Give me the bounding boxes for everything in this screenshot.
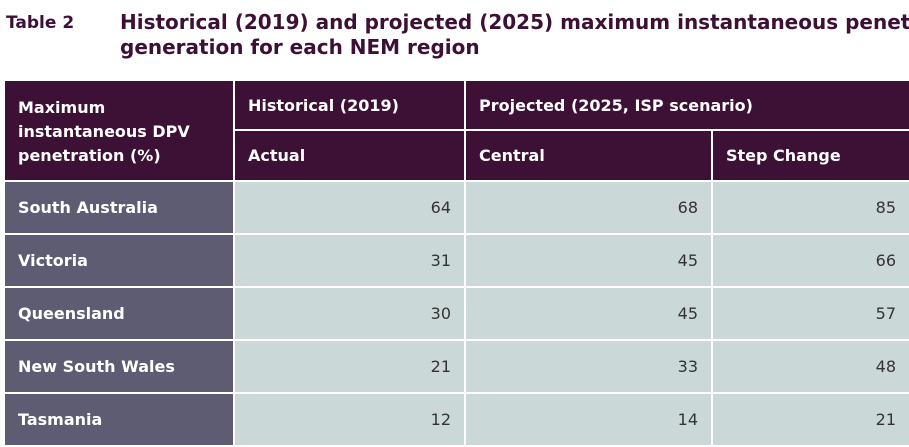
table-row: South Australia 64 68 85 [5, 181, 909, 235]
table-label: Table 2 [6, 13, 75, 33]
group-header-projected: Projected (2025, ISP scenario) [465, 81, 909, 131]
region-cell: Queensland [5, 287, 235, 341]
central-cell: 33 [465, 340, 713, 394]
actual-cell: 30 [234, 287, 466, 341]
actual-cell: 64 [234, 181, 466, 235]
region-cell: Tasmania [5, 393, 235, 447]
actual-cell: 21 [234, 340, 466, 394]
row-header-cell: Maximum instantaneous DPV penetration (%… [5, 81, 235, 182]
step-change-cell: 48 [712, 340, 909, 394]
group-header-historical: Historical (2019) [234, 81, 466, 131]
table-caption: Table 2 Historical (2019) and projected … [6, 10, 909, 70]
table-title: Historical (2019) and projected (2025) m… [120, 10, 909, 59]
region-cell: New South Wales [5, 340, 235, 394]
table-row: Victoria 31 45 66 [5, 234, 909, 288]
table-row: Queensland 30 45 57 [5, 287, 909, 341]
table-row: New South Wales 21 33 48 [5, 340, 909, 394]
column-header-central: Central [465, 130, 713, 182]
column-header-step-change: Step Change [712, 130, 909, 182]
penetration-table: Maximum instantaneous DPV penetration (%… [5, 81, 909, 447]
central-cell: 14 [465, 393, 713, 447]
step-change-cell: 85 [712, 181, 909, 235]
central-cell: 45 [465, 234, 713, 288]
step-change-cell: 66 [712, 234, 909, 288]
central-cell: 45 [465, 287, 713, 341]
actual-cell: 12 [234, 393, 466, 447]
table-row: Tasmania 12 14 21 [5, 393, 909, 447]
region-cell: South Australia [5, 181, 235, 235]
step-change-cell: 57 [712, 287, 909, 341]
central-cell: 68 [465, 181, 713, 235]
header-row-groups: Maximum instantaneous DPV penetration (%… [5, 81, 909, 182]
region-cell: Victoria [5, 234, 235, 288]
column-header-actual: Actual [234, 130, 466, 182]
step-change-cell: 21 [712, 393, 909, 447]
header-row-columns: Actual Central Step Change [5, 130, 909, 182]
actual-cell: 31 [234, 234, 466, 288]
